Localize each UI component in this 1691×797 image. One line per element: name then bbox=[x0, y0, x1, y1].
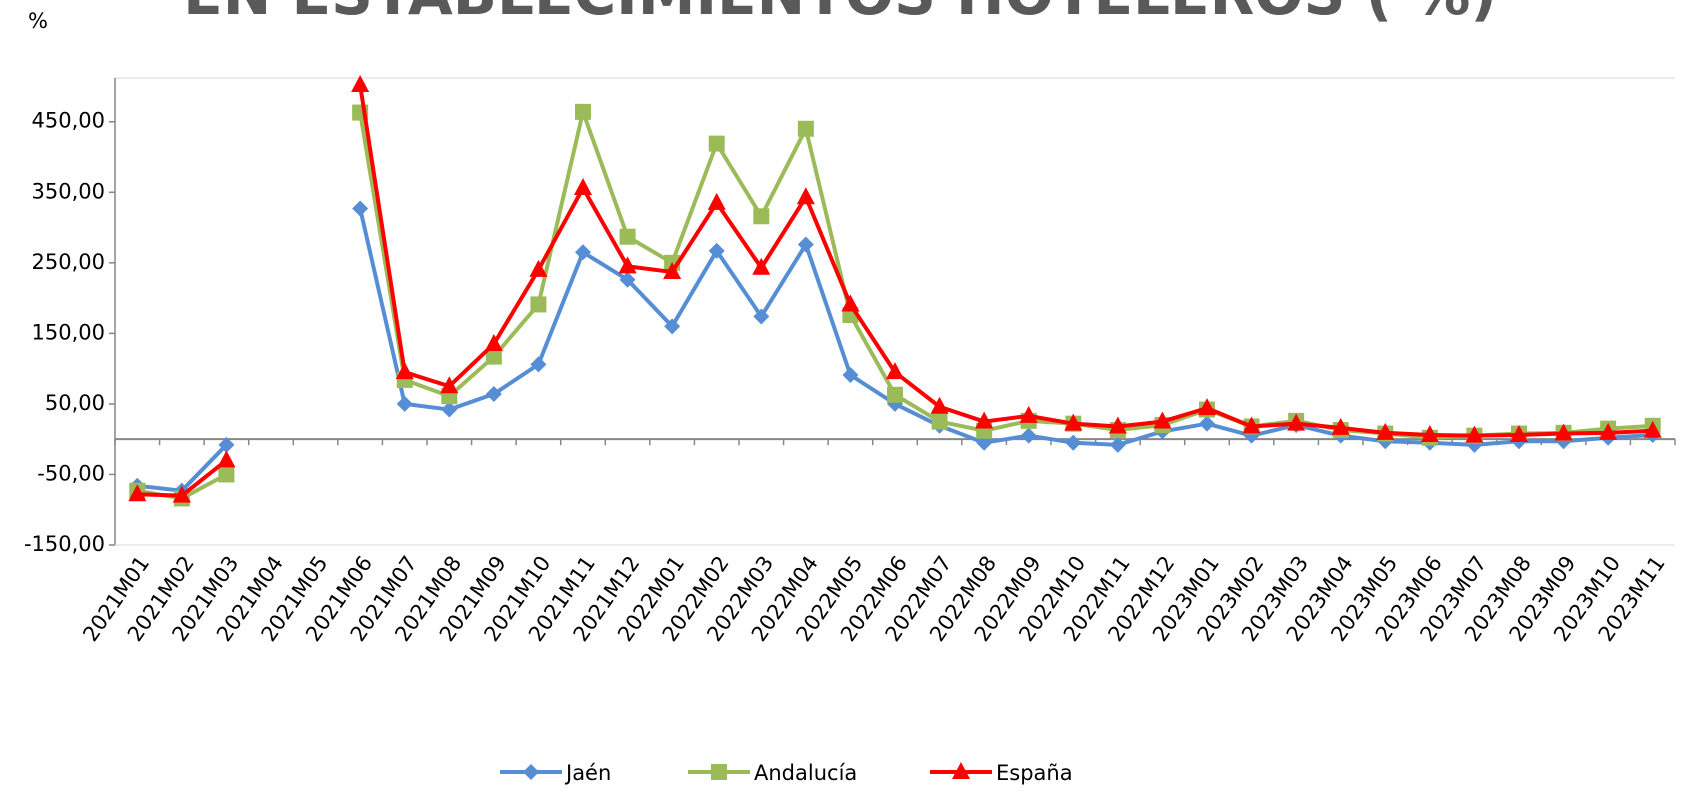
marker bbox=[218, 466, 235, 483]
marker bbox=[351, 75, 370, 93]
marker bbox=[575, 103, 591, 120]
y-tick-label: 250,00 bbox=[32, 250, 105, 274]
marker bbox=[887, 386, 903, 403]
y-tick-label: -50,00 bbox=[37, 461, 105, 485]
marker bbox=[1287, 413, 1306, 431]
marker bbox=[796, 187, 815, 205]
marker bbox=[1643, 420, 1662, 438]
marker bbox=[395, 362, 414, 380]
legend-marker bbox=[523, 764, 539, 780]
marker bbox=[1020, 427, 1037, 444]
marker bbox=[396, 395, 413, 412]
marker bbox=[708, 242, 725, 259]
series bbox=[128, 75, 1662, 503]
marker bbox=[1242, 416, 1261, 434]
marker bbox=[1465, 425, 1484, 443]
marker bbox=[484, 333, 503, 351]
marker bbox=[752, 257, 771, 275]
marker bbox=[172, 485, 191, 503]
series bbox=[129, 200, 1661, 499]
marker bbox=[975, 411, 994, 429]
marker bbox=[128, 484, 147, 502]
marker bbox=[485, 348, 502, 365]
y-tick-label: -150,00 bbox=[24, 532, 105, 556]
marker bbox=[1198, 398, 1216, 416]
marker bbox=[619, 271, 636, 288]
marker bbox=[1510, 424, 1528, 442]
marker bbox=[1065, 434, 1082, 451]
marker bbox=[753, 308, 770, 325]
marker bbox=[441, 401, 458, 418]
y-tick-label: 450,00 bbox=[32, 109, 105, 133]
marker bbox=[574, 178, 592, 196]
y-tick-label: 150,00 bbox=[32, 320, 105, 344]
marker bbox=[1199, 415, 1215, 432]
marker bbox=[1420, 424, 1439, 442]
marker bbox=[841, 294, 860, 312]
marker bbox=[530, 296, 547, 313]
marker bbox=[664, 318, 681, 335]
marker bbox=[708, 135, 725, 152]
legend-marker bbox=[711, 764, 727, 780]
marker bbox=[1019, 405, 1038, 423]
marker bbox=[529, 259, 548, 277]
marker bbox=[1554, 423, 1573, 441]
marker bbox=[797, 120, 814, 137]
series-line bbox=[137, 208, 1653, 493]
marker bbox=[217, 450, 236, 468]
marker bbox=[1109, 436, 1126, 453]
marker bbox=[1153, 411, 1172, 429]
y-tick-label: 350,00 bbox=[32, 179, 105, 203]
marker bbox=[1064, 413, 1083, 431]
marker bbox=[1599, 422, 1618, 440]
marker bbox=[797, 236, 814, 253]
marker bbox=[485, 386, 502, 403]
marker bbox=[1108, 416, 1127, 434]
marker bbox=[930, 396, 949, 414]
marker bbox=[931, 413, 948, 430]
legend-label: España bbox=[996, 761, 1073, 785]
marker bbox=[619, 228, 636, 245]
marker bbox=[575, 244, 591, 261]
marker bbox=[218, 436, 235, 453]
legend-label: Jaén bbox=[564, 761, 611, 785]
marker bbox=[618, 256, 637, 274]
marker bbox=[530, 356, 547, 373]
y-tick-label: 50,00 bbox=[45, 391, 105, 415]
marker bbox=[707, 192, 726, 210]
marker bbox=[663, 261, 682, 279]
marker bbox=[1376, 422, 1395, 440]
marker bbox=[352, 200, 369, 217]
chart-title: EN ESTABLECIMIENTOS HOTELEROS ( %) bbox=[183, 0, 1497, 28]
marker bbox=[842, 366, 859, 383]
y-axis-label: % bbox=[28, 9, 48, 33]
marker bbox=[886, 362, 904, 380]
marker bbox=[1331, 417, 1350, 435]
marker bbox=[753, 208, 770, 225]
legend-marker bbox=[952, 762, 970, 779]
marker bbox=[440, 376, 459, 394]
legend-label: Andalucía bbox=[754, 761, 857, 785]
